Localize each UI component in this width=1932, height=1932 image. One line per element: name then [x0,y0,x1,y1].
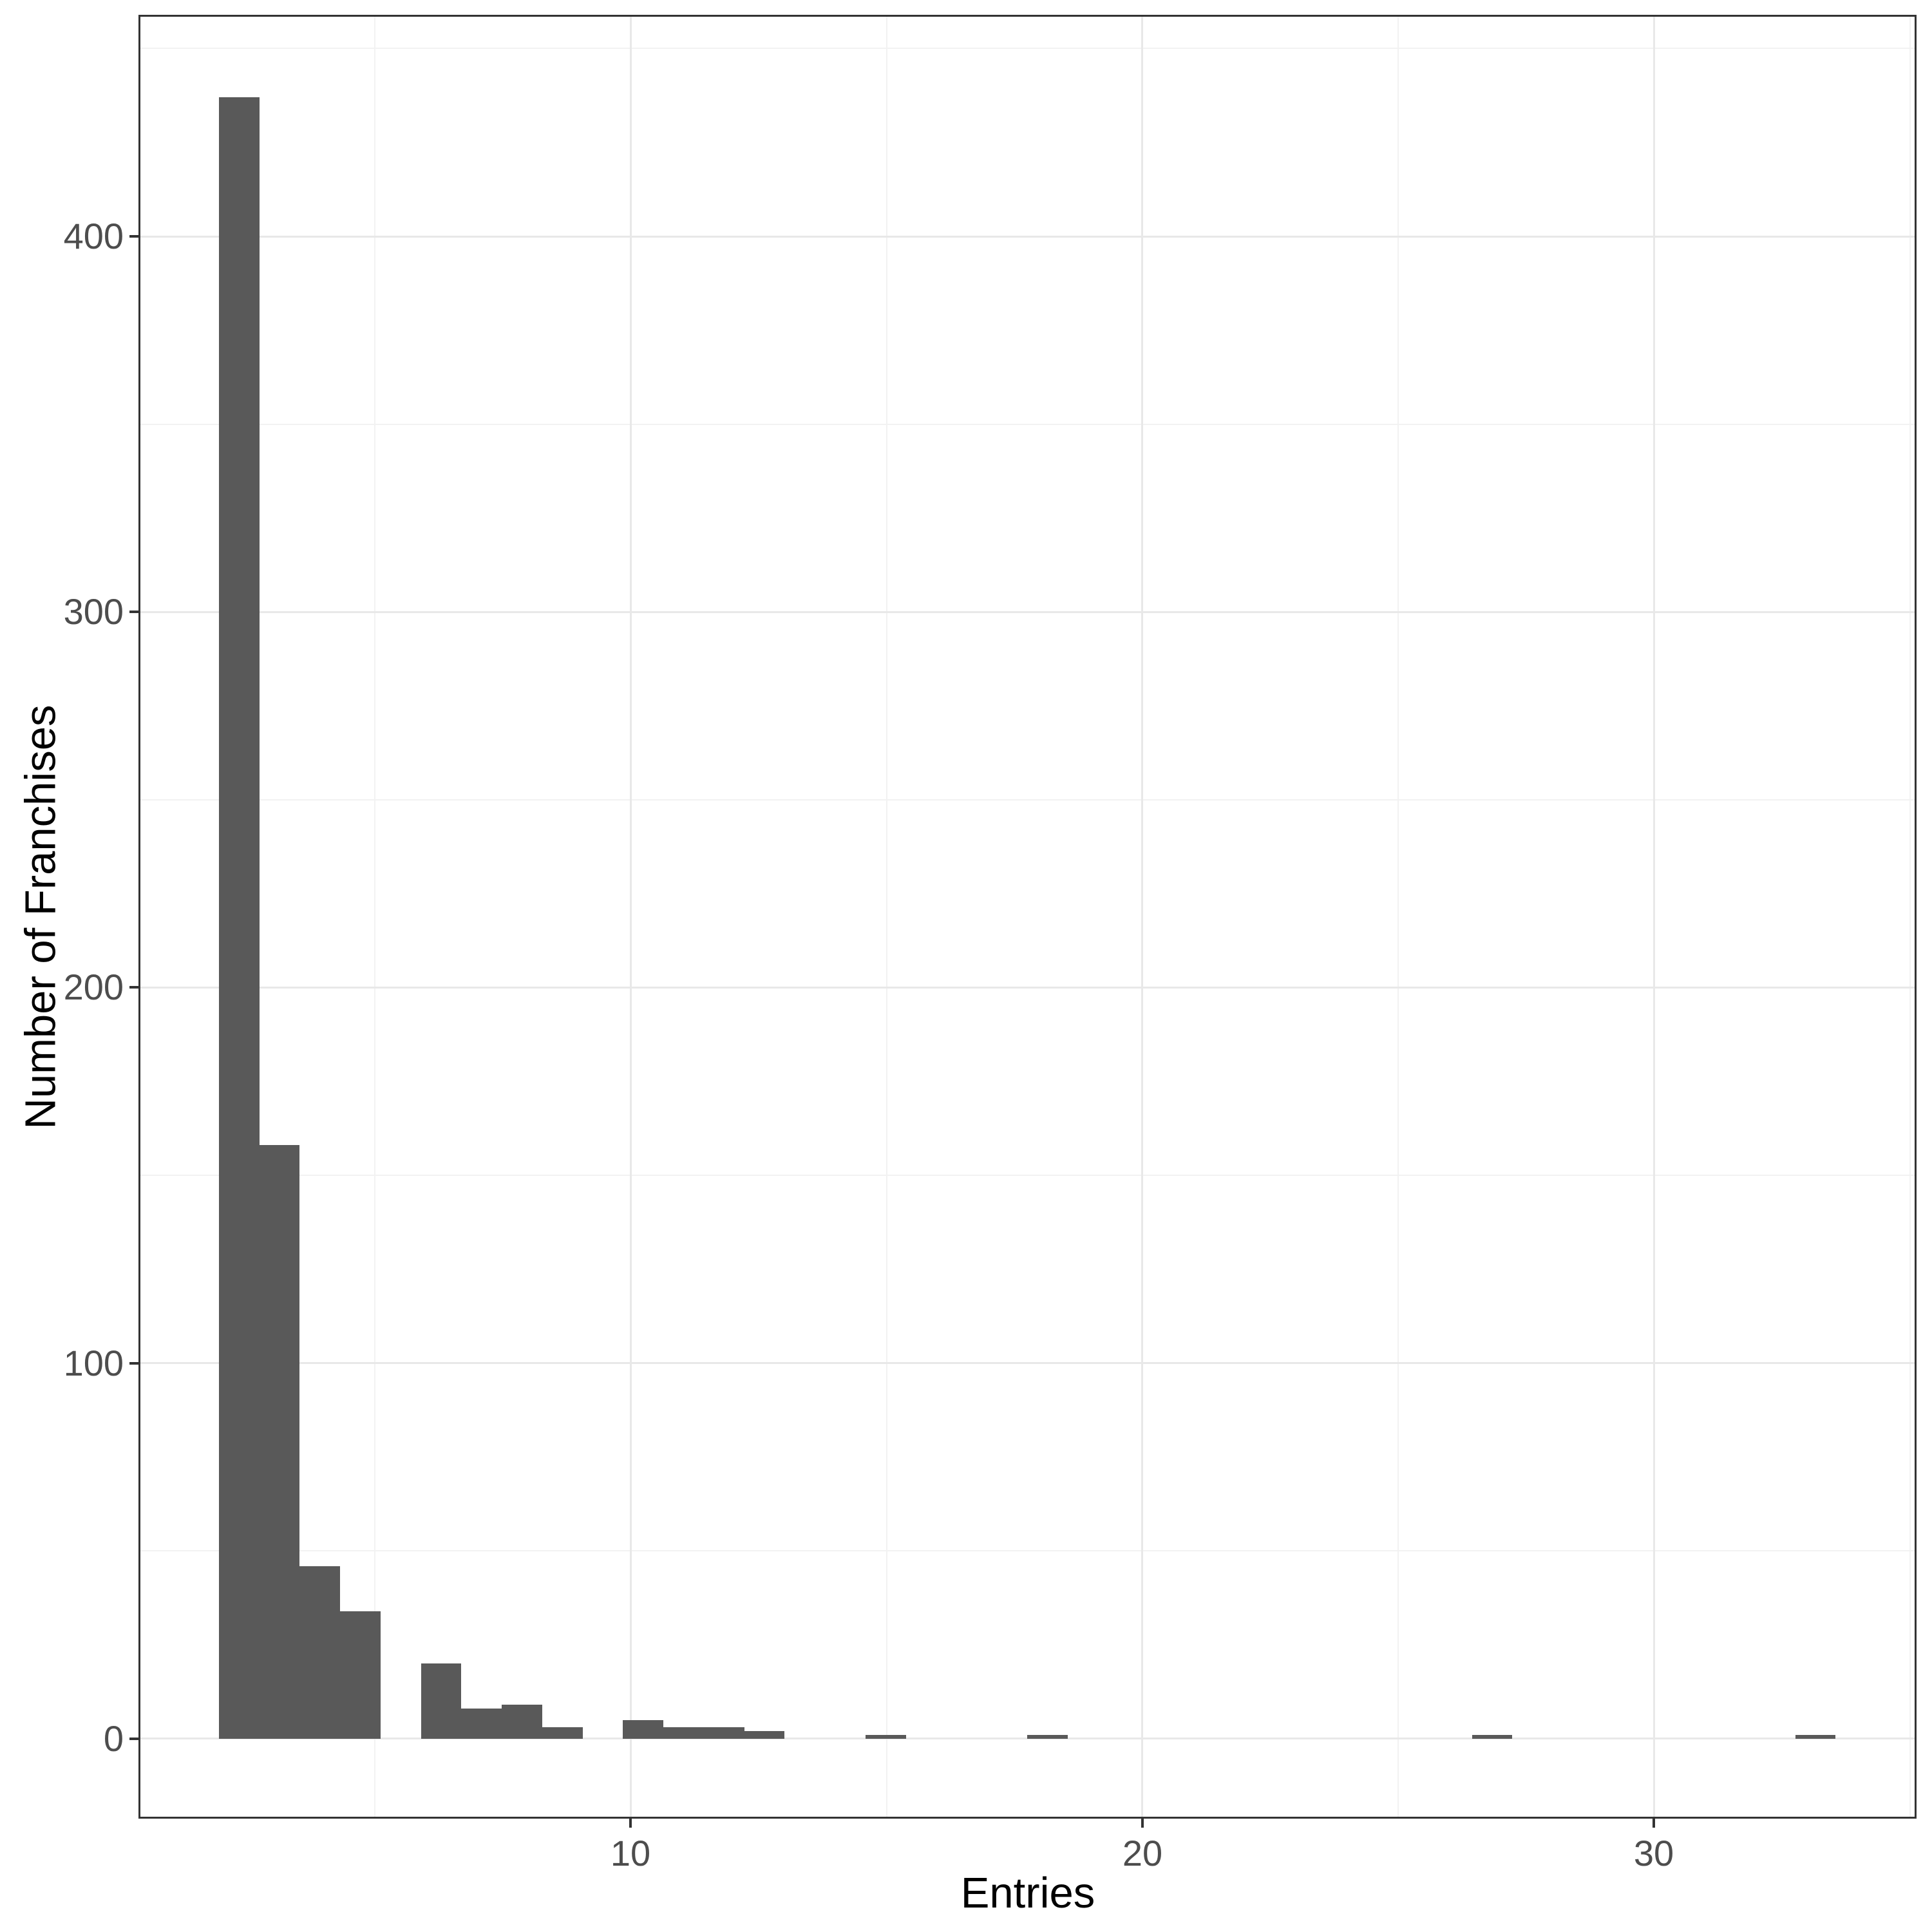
x-minor-gridline [886,15,887,1819]
y-tick-mark [129,1362,138,1365]
plot-panel [138,15,1917,1819]
y-major-gridline [138,611,1917,613]
x-tick-label: 30 [1633,1833,1674,1873]
x-major-gridline [1653,15,1655,1819]
y-tick-label: 400 [63,216,124,256]
histogram-bar [260,1145,299,1739]
y-minor-gridline [138,424,1917,425]
x-minor-gridline [1909,15,1911,1819]
histogram-bar [461,1709,502,1739]
y-minor-gridline [138,799,1917,800]
y-tick-label: 0 [103,1718,124,1759]
histogram-bar [421,1663,461,1739]
histogram-bar [866,1735,906,1739]
x-major-gridline [630,15,632,1819]
y-major-gridline [138,1362,1917,1364]
histogram-bar [1795,1735,1835,1739]
y-major-gridline [138,236,1917,238]
histogram-bar [744,1731,784,1739]
x-minor-gridline [374,15,375,1819]
x-tick-mark [1141,1819,1144,1828]
histogram-bar [340,1611,381,1739]
x-major-gridline [1141,15,1143,1819]
y-minor-gridline [138,1550,1917,1551]
histogram-bar [1027,1735,1068,1739]
x-tick-label: 20 [1122,1833,1163,1873]
y-tick-mark [129,235,138,238]
y-tick-label: 200 [63,967,124,1007]
y-tick-mark [129,986,138,989]
histogram-bar [663,1727,704,1739]
y-tick-label: 100 [63,1343,124,1383]
histogram-bar [502,1705,542,1739]
x-tick-label: 10 [610,1833,651,1873]
y-tick-mark [129,611,138,613]
histogram-bar [1472,1735,1512,1739]
y-axis-title: Number of Franchises [16,705,65,1130]
histogram-bar [623,1720,663,1739]
y-minor-gridline [138,1175,1917,1176]
y-minor-gridline [138,48,1917,49]
histogram-bar [219,97,260,1739]
x-tick-mark [629,1819,632,1828]
x-tick-mark [1653,1819,1655,1828]
y-major-gridline [138,987,1917,989]
histogram-bar [299,1566,340,1739]
histogram-bar [704,1727,744,1739]
x-axis-title: Entries [960,1869,1095,1917]
y-tick-label: 300 [63,591,124,632]
histogram-bar [542,1727,583,1739]
y-tick-mark [129,1738,138,1740]
x-minor-gridline [1397,15,1399,1819]
